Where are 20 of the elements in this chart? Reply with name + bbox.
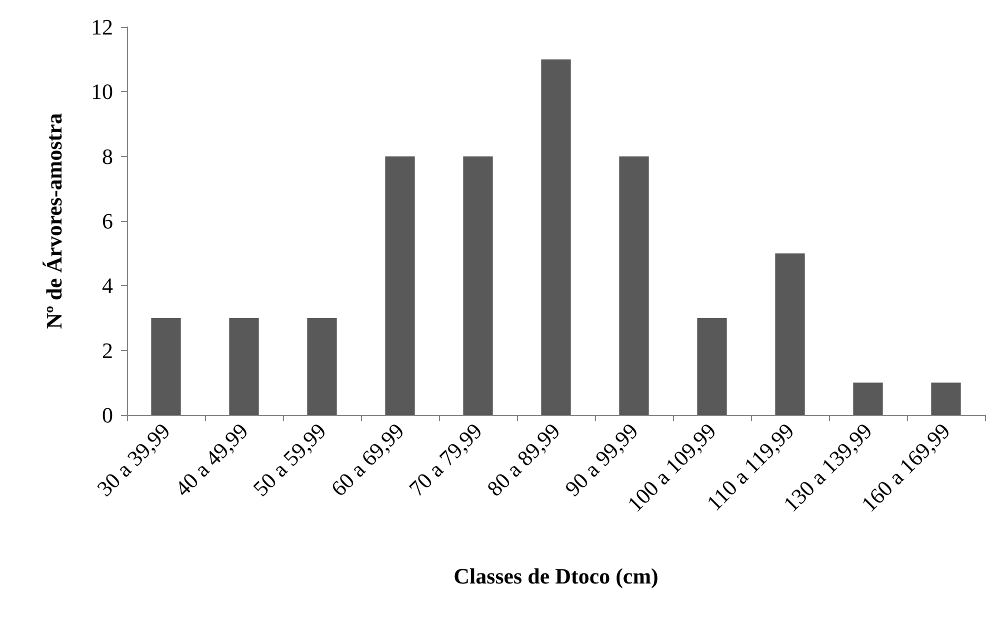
bar <box>619 156 649 415</box>
bar <box>385 156 415 415</box>
bar <box>229 318 259 415</box>
y-tick-label: 8 <box>102 144 113 169</box>
bar <box>463 156 493 415</box>
y-axis-title: Nº de Árvores-amostra <box>42 113 66 329</box>
bar <box>853 382 883 415</box>
bar <box>541 59 571 415</box>
x-axis-title: Classes de Dtoco (cm) <box>454 564 658 588</box>
bar <box>697 318 727 415</box>
y-tick-label: 4 <box>102 273 113 298</box>
y-tick-label: 6 <box>102 208 113 234</box>
bar <box>307 318 337 415</box>
y-tick-label: 12 <box>91 14 113 40</box>
bar <box>775 253 805 415</box>
y-tick-label: 2 <box>102 338 113 363</box>
y-tick-label: 0 <box>102 402 113 428</box>
bar <box>931 382 961 415</box>
y-tick-label: 10 <box>91 79 113 104</box>
bar <box>151 318 181 415</box>
